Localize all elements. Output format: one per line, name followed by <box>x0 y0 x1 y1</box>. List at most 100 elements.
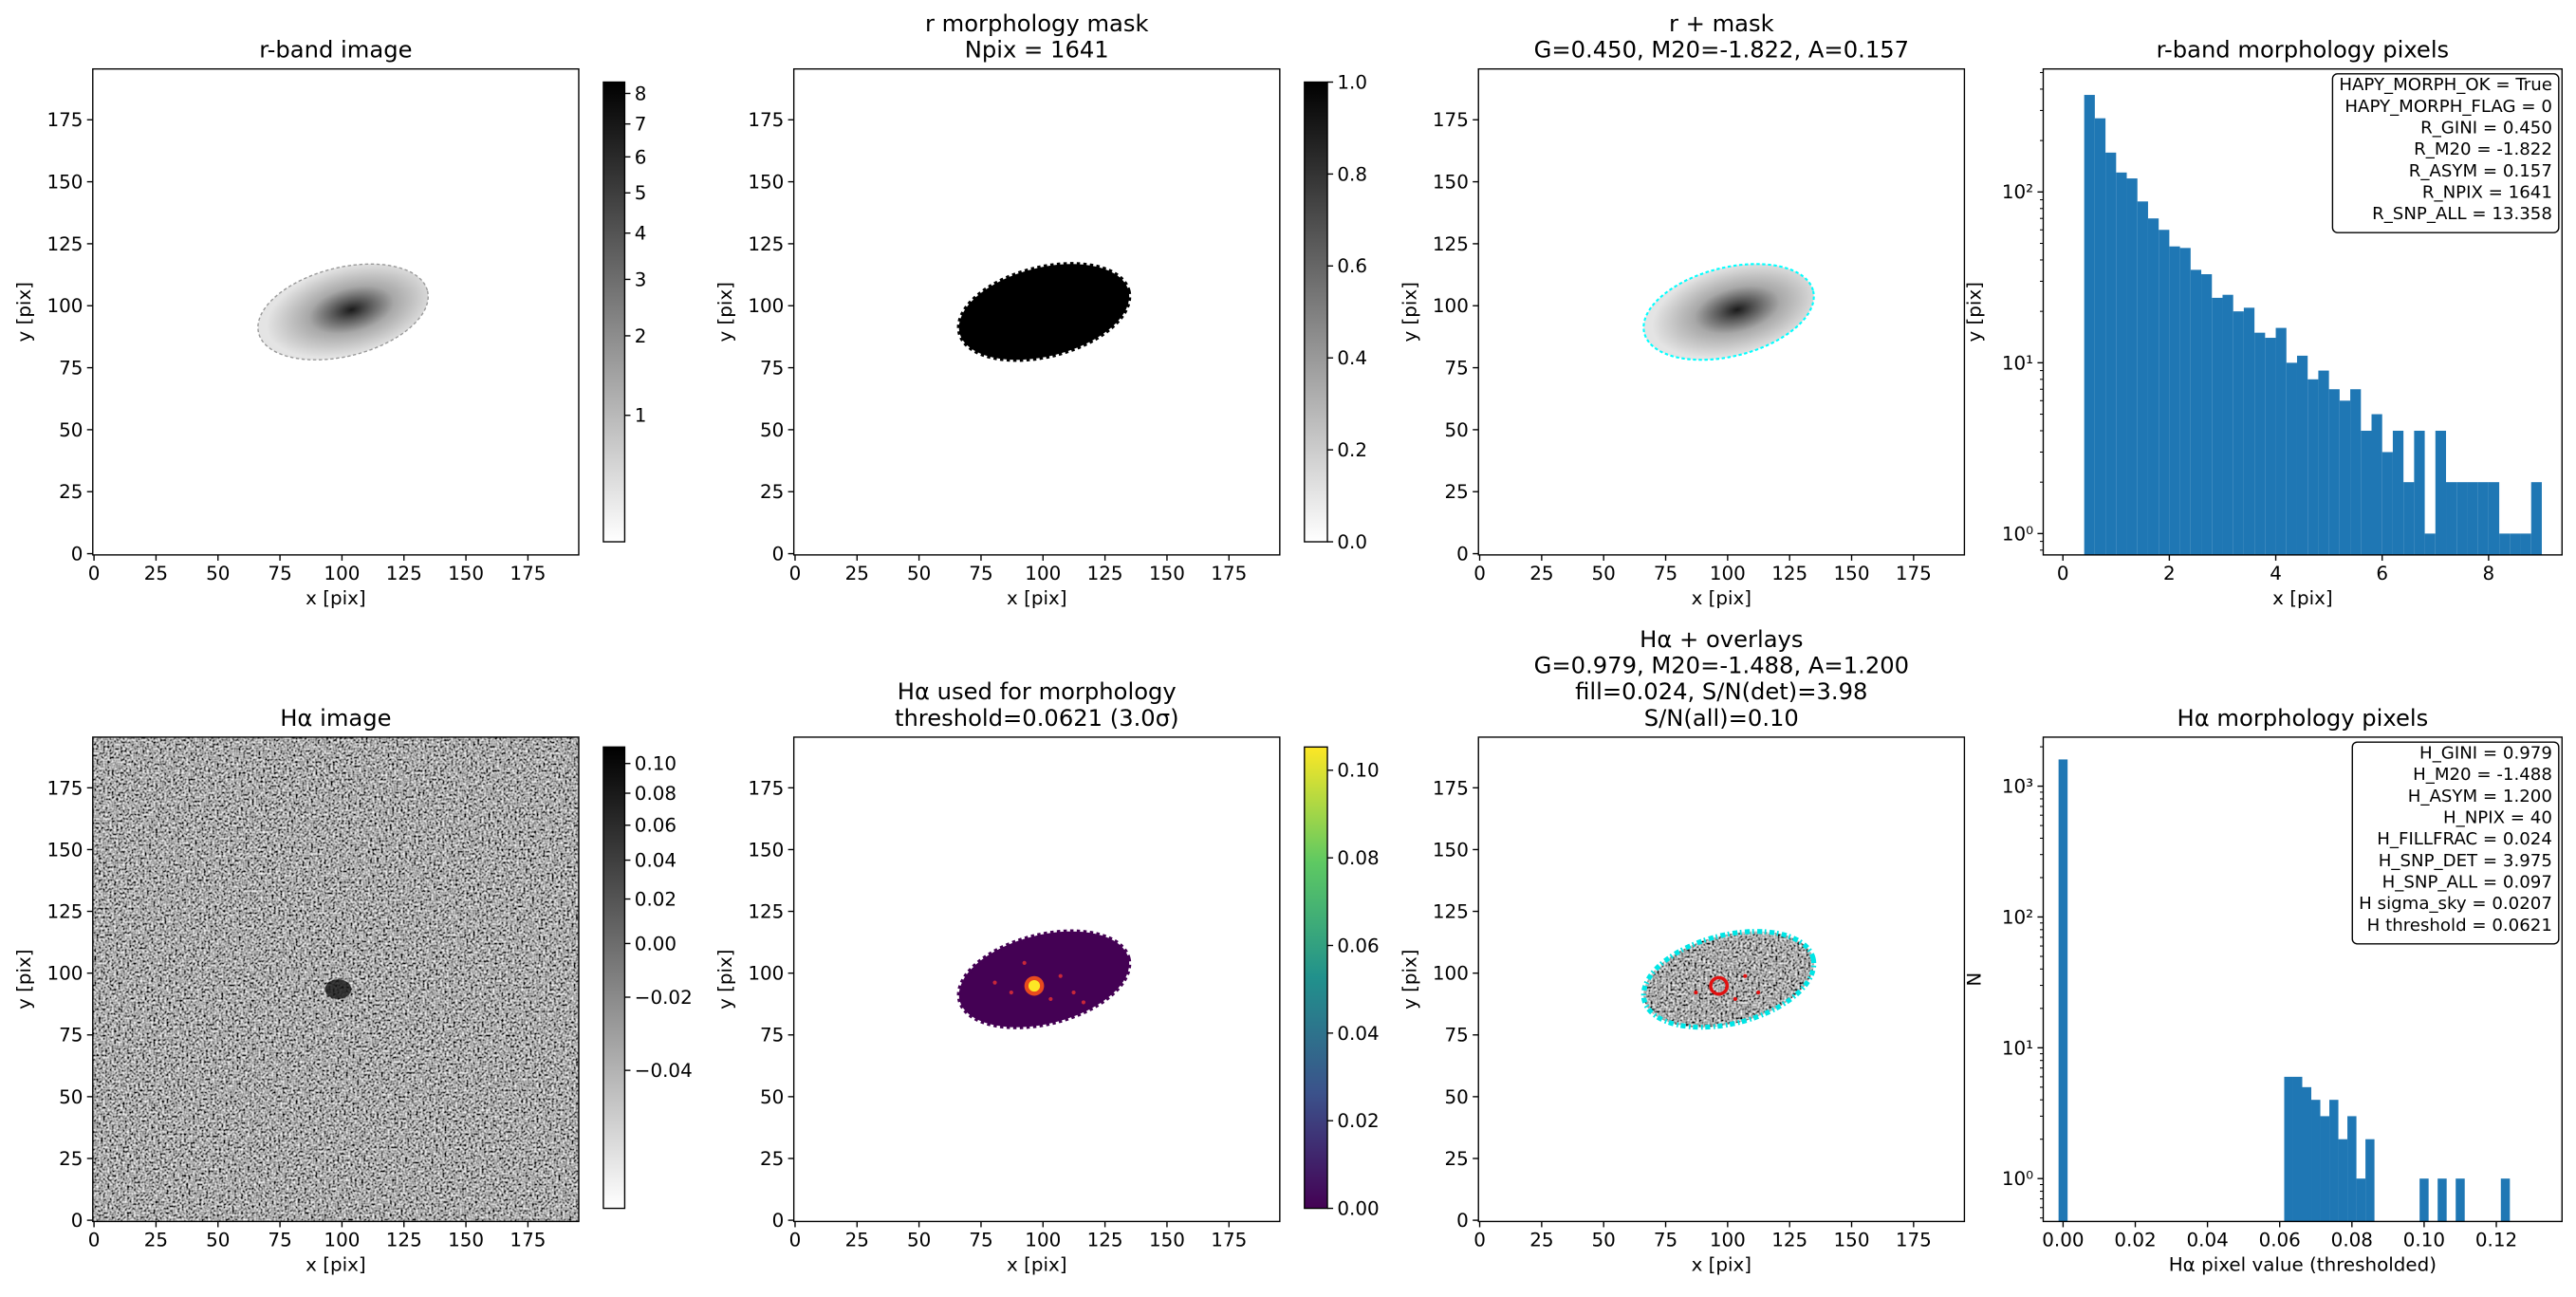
y-tick-label: 150 <box>1433 839 1469 861</box>
colorbar-tick-label: 0.04 <box>635 850 676 872</box>
y-axis-label: y [pix] <box>1399 282 1420 343</box>
annotation: HAPY_MORPH_FLAG = 0 <box>2344 97 2551 117</box>
x-tick-label: 75 <box>969 1229 992 1251</box>
y-tick-label: 25 <box>1445 1148 1469 1170</box>
speck <box>1071 990 1076 995</box>
bar <box>2284 1076 2293 1222</box>
colorbar-tick-label: 0.06 <box>1337 935 1379 956</box>
bar <box>2477 482 2489 555</box>
bar <box>2520 533 2531 555</box>
x-tick-label: 0.06 <box>2259 1229 2301 1251</box>
annotation-box <box>2331 73 2560 233</box>
speck <box>1058 973 1063 978</box>
x-axis-label: x [pix] <box>1007 1253 1067 1275</box>
x-tick-label: 125 <box>1087 563 1123 584</box>
x-tick-label: 125 <box>1771 1229 1807 1251</box>
panel-title: threshold=0.0621 (3.0σ) <box>895 705 1179 732</box>
x-tick-label: 150 <box>448 563 484 584</box>
x-tick-label: 0.10 <box>2403 1229 2445 1251</box>
bar <box>2414 430 2425 555</box>
colorbar-tick-label: 0.00 <box>1337 1197 1379 1219</box>
y-axis-label: y [pix] <box>1399 949 1420 1010</box>
y-axis-label: y [pix] <box>1964 282 1986 342</box>
y-tick-label: 10² <box>2002 181 2033 203</box>
y-tick-label: 175 <box>748 109 784 131</box>
speck <box>1022 960 1027 965</box>
x-tick-label: 0 <box>1473 1229 1486 1251</box>
panel-title: Hα used for morphology <box>898 678 1177 705</box>
y-tick-label: 100 <box>46 963 83 985</box>
annotation: HAPY_MORPH_OK = True <box>2339 75 2552 95</box>
y-tick-label: 75 <box>59 357 83 379</box>
y-tick-label: 50 <box>1445 1086 1469 1108</box>
x-tick-label: 75 <box>969 563 992 584</box>
bar <box>2190 269 2202 555</box>
bar <box>2105 152 2117 555</box>
colorbar-tick-label: 0.2 <box>1337 439 1367 461</box>
colorbar <box>1304 746 1328 1210</box>
bar <box>2530 482 2542 555</box>
annotation: R_SNP_ALL = 13.358 <box>2372 204 2552 224</box>
bar <box>2222 294 2233 555</box>
speck <box>1081 1000 1086 1005</box>
axes-frame <box>92 67 580 556</box>
noise <box>92 736 579 1222</box>
x-tick-label: 100 <box>1710 1229 1746 1251</box>
panel-title: G=0.450, M20=-1.822, A=0.157 <box>1534 37 1909 64</box>
annotation: H_ASYM = 1.200 <box>2408 787 2552 806</box>
axes-frame <box>1477 67 1966 556</box>
x-tick-label: 125 <box>1771 563 1807 584</box>
annotation: H_SNP_DET = 3.975 <box>2379 851 2552 871</box>
x-tick-label: 175 <box>1896 1229 1932 1251</box>
bar <box>2179 248 2191 555</box>
y-tick-label: 75 <box>760 1025 784 1047</box>
colorbar-tick-label: 0.02 <box>1337 1110 1379 1132</box>
axes-frame <box>792 67 1281 556</box>
colorbar <box>602 81 626 543</box>
colorbar <box>602 746 626 1210</box>
x-axis-label: x [pix] <box>1692 587 1752 609</box>
axes-frame <box>1477 736 1966 1223</box>
y-tick-label: 100 <box>748 963 784 985</box>
annotation: H_M20 = -1.488 <box>2413 765 2552 785</box>
x-tick-label: 50 <box>206 1229 230 1251</box>
core <box>1028 980 1041 992</box>
bar <box>2329 1100 2339 1222</box>
y-tick-label: 150 <box>1433 171 1469 193</box>
annotation: H_NPIX = 40 <box>2443 807 2552 827</box>
panel: Hα image 0 25 50 75 100 125 150 175 0 25 50 75 100 125… <box>13 705 693 1275</box>
bar <box>2500 1178 2511 1222</box>
colorbar-tick-label: 0.04 <box>1337 1023 1379 1045</box>
bar <box>2275 327 2287 555</box>
y-tick-label: 10³ <box>2002 776 2033 798</box>
y-tick-label: 0 <box>772 543 785 565</box>
bar <box>2169 246 2180 555</box>
bar <box>2347 1116 2357 1222</box>
y-tick-label: 175 <box>748 777 784 799</box>
panel-title: r-band image <box>259 37 412 64</box>
y-tick-label: 50 <box>59 419 83 441</box>
y-axis-label: y [pix] <box>714 282 736 343</box>
x-tick-label: 25 <box>144 1229 168 1251</box>
y-tick-label: 25 <box>59 1148 83 1170</box>
bar <box>2254 332 2266 555</box>
y-tick-label: 125 <box>46 233 83 255</box>
y-tick-label: 125 <box>46 900 83 922</box>
y-tick-label: 25 <box>760 481 784 503</box>
bar <box>2159 230 2170 555</box>
bar <box>2403 482 2415 555</box>
x-tick-label: 125 <box>386 1229 422 1251</box>
colorbar-tick-label: 7 <box>635 114 647 136</box>
x-axis-label: x [pix] <box>306 587 365 609</box>
bar <box>2499 533 2511 555</box>
x-tick-label: 0.04 <box>2186 1229 2228 1251</box>
image-content <box>92 736 579 1222</box>
x-tick-label: 100 <box>1710 563 1746 584</box>
galaxy <box>1642 263 1815 361</box>
x-tick-label: 175 <box>510 1229 546 1251</box>
x-tick-label: 50 <box>206 563 230 584</box>
x-tick-label: 75 <box>268 1229 291 1251</box>
